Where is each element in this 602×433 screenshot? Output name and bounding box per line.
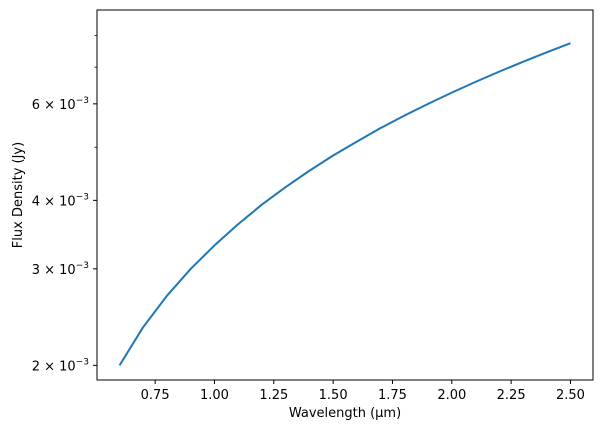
y-tick-label: 4 × 10−3 <box>32 192 89 209</box>
y-tick-label: 3 × 10−3 <box>32 261 89 278</box>
x-tick-label: 0.75 <box>141 388 170 403</box>
y-tick-label: 2 × 10−3 <box>32 357 89 374</box>
y-tick-label: 6 × 10−3 <box>32 96 89 113</box>
x-tick-label: 2.50 <box>556 388 585 403</box>
x-tick-label: 1.75 <box>378 388 407 403</box>
x-tick-label: 1.00 <box>200 388 229 403</box>
series-layer <box>118 42 571 366</box>
x-tick-label: 1.50 <box>319 388 348 403</box>
x-tick-label: 1.25 <box>259 388 288 403</box>
x-axis-label: Wavelength (μm) <box>289 406 401 421</box>
x-tick-label: 2.00 <box>437 388 466 403</box>
plot-area <box>97 10 593 380</box>
x-tick-label: 2.25 <box>497 388 526 403</box>
x-axis-ticks: 0.75 1.00 1.25 1.50 1.75 2.00 2.25 2.50 <box>141 380 585 403</box>
series-line-0 <box>118 42 571 366</box>
plot-frame <box>96 9 594 381</box>
y-axis-label: Flux Density (Jy) <box>11 142 26 248</box>
y-axis-ticks: 2 × 10−3 3 × 10−3 4 × 10−3 6 × 10−3 <box>32 34 97 374</box>
